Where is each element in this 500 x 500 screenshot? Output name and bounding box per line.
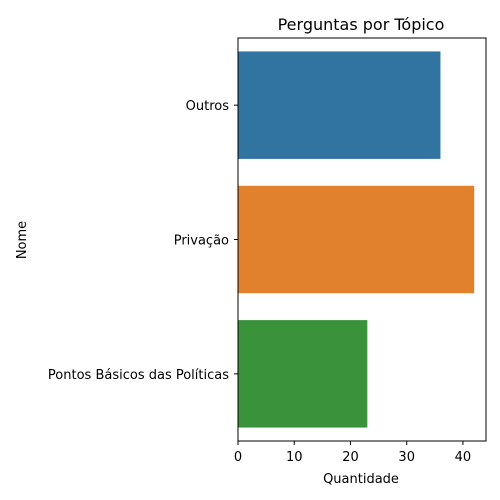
x-tick-label: 10	[286, 450, 303, 465]
x-axis-label: Quantidade	[323, 472, 399, 487]
y-axis-label: Nome	[15, 221, 30, 259]
x-tick-label: 30	[398, 450, 415, 465]
plot-frame	[237, 37, 487, 442]
bar-outros	[238, 51, 441, 159]
x-tick-label: 40	[455, 450, 472, 465]
x-tick-label: 20	[342, 450, 359, 465]
y-tick-label: Privação	[174, 234, 229, 249]
x-axis-ticks: 0 10 20 30 40	[234, 441, 471, 465]
bar-privacao	[238, 185, 475, 294]
y-tick-label: Outros	[186, 99, 230, 114]
x-tick-label: 0	[234, 450, 242, 465]
bar-pontos-basicos-das-politicas	[238, 320, 368, 428]
chart-title: Perguntas por Tópico	[278, 15, 445, 34]
y-tick-label: Pontos Básicos das Políticas	[48, 368, 229, 383]
y-axis-ticks: Outros Privação Pontos Básicos das Polític…	[48, 99, 238, 383]
bars-group	[238, 51, 475, 428]
